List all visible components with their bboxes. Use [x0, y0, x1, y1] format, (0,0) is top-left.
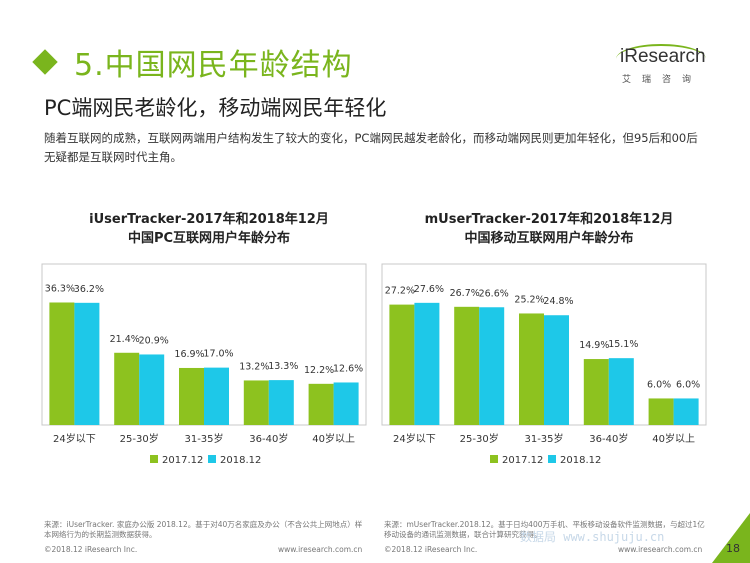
mobile-x-tick-label-4: 40岁以上 [652, 432, 695, 445]
mobile-data-label-2018-12-2: 24.8% [543, 296, 573, 307]
pc-x-tick-label-1: 25-30岁 [120, 432, 159, 445]
website-right: www.iresearch.com.cn [618, 545, 703, 554]
pc-bar-2017-12-3 [243, 380, 269, 425]
chart-title-pc: iUserTracker-2017年和2018年12月 中国PC互联网用户年龄分… [44, 210, 374, 248]
mobile-legend-label-0: 2017.12 [502, 455, 543, 466]
chart-title-mobile: mUserTracker-2017年和2018年12月 中国移动互联网用户年龄分… [384, 210, 714, 248]
pc-age-bar-chart: 36.3%36.2% 24岁以下 21.4%20.9% 25-30岁 16.9%17.0… [41, 263, 367, 466]
mobile-data-label-2017-12-1: 26.7% [450, 288, 480, 299]
mobile-bar-2018-12-4 [673, 398, 699, 425]
mobile-age-bar-chart: 27.2%27.6% 24岁以下 26.7%26.6% 25-30岁 25.2%24.8… [381, 263, 707, 466]
source-note-pc: 来源：iUserTracker. 家庭办公版 2018.12。基于对40万名家庭… [44, 520, 363, 539]
mobile-legend-swatch-1 [548, 455, 556, 463]
mobile-data-label-2017-12-3: 14.9% [579, 340, 609, 351]
pc-bar-2018-12-3 [268, 380, 294, 425]
pc-bar-2017-12-4 [308, 383, 334, 425]
pc-x-tick-label-0: 24岁以下 [53, 432, 96, 445]
logo-subtext: 艾瑞咨询 [622, 75, 703, 85]
mobile-legend-swatch-0 [490, 455, 498, 463]
pc-bar-2018-12-4 [333, 382, 359, 425]
watermark: 数据局 www.shujuju.cn [520, 530, 665, 544]
mobile-bar-2017-12-1 [454, 306, 480, 425]
logo-text: iResearch [620, 46, 706, 67]
iresearch-logo: iResearch 艾瑞咨询 [612, 42, 712, 85]
copyright-right: ©2018.12 iResearch Inc. [384, 545, 478, 554]
mobile-bar-2018-12-1 [479, 307, 505, 425]
page-subtitle: PC端网民老龄化，移动端网民年轻化 [44, 96, 387, 120]
chart-title-pc-line2: 中国PC互联网用户年龄分布 [127, 231, 291, 246]
mobile-x-tick-label-0: 24岁以下 [393, 432, 436, 445]
pc-x-tick-label-3: 36-40岁 [249, 432, 288, 445]
pc-x-tick-label-2: 31-35岁 [184, 432, 223, 445]
mobile-x-tick-label-3: 36-40岁 [589, 432, 628, 445]
mobile-data-label-2018-12-4: 6.0% [676, 379, 700, 390]
mobile-x-tick-label-1: 25-30岁 [460, 432, 499, 445]
source-note-mobile: 来源：mUserTracker.2018.12。基于日均400万手机、平板移动设… [384, 520, 705, 539]
mobile-data-label-2018-12-1: 26.6% [479, 288, 509, 299]
pc-data-label-2017-12-3: 13.2% [239, 361, 269, 372]
mobile-data-label-2017-12-2: 25.2% [514, 294, 544, 305]
pc-data-label-2017-12-2: 16.9% [174, 349, 204, 360]
pc-bar-2017-12-0 [49, 302, 75, 425]
pc-legend-swatch-1 [208, 455, 216, 463]
pc-data-label-2017-12-4: 12.2% [304, 365, 334, 376]
mobile-legend-label-1: 2018.12 [560, 455, 601, 466]
pc-bar-2017-12-1 [114, 352, 140, 425]
pc-data-label-2017-12-0: 36.3% [45, 283, 75, 294]
mobile-bar-2017-12-0 [389, 304, 415, 425]
pc-bar-2018-12-0 [74, 302, 100, 425]
pc-data-label-2018-12-0: 36.2% [74, 284, 104, 295]
copyright-left: ©2018.12 iResearch Inc. [44, 545, 138, 554]
pc-data-label-2018-12-3: 13.3% [268, 361, 298, 372]
mobile-data-label-2018-12-0: 27.6% [414, 284, 444, 295]
page-description: 随着互联网的成熟，互联网两端用户结构发生了较大的变化，PC端网民越发老龄化，而移… [44, 131, 698, 164]
mobile-bar-2017-12-3 [583, 359, 609, 425]
mobile-data-label-2018-12-3: 15.1% [608, 339, 638, 350]
diamond-bullet-icon [32, 49, 58, 75]
slide-title: 5.中国网民年龄结构 [32, 40, 353, 84]
pc-data-label-2018-12-1: 20.9% [139, 335, 169, 346]
mobile-data-label-2017-12-4: 6.0% [647, 379, 671, 390]
pc-data-label-2018-12-2: 17.0% [203, 349, 233, 360]
pc-legend-swatch-0 [150, 455, 158, 463]
pc-legend-label-0: 2017.12 [162, 455, 203, 466]
mobile-bar-2018-12-0 [414, 302, 440, 425]
pc-data-label-2017-12-1: 21.4% [110, 334, 140, 345]
pc-legend-label-1: 2018.12 [220, 455, 261, 466]
logo-arc-icon [616, 44, 706, 74]
pc-bar-2018-12-2 [204, 367, 229, 425]
pc-data-label-2018-12-4: 12.6% [333, 363, 363, 374]
page-number: 18 [726, 542, 740, 555]
pc-bar-2018-12-1 [139, 354, 165, 425]
chart-title-mobile-line2: 中国移动互联网用户年龄分布 [464, 231, 634, 246]
corner-decoration [712, 513, 750, 563]
pc-bar-2017-12-2 [179, 367, 204, 425]
chart-title-mobile-line1: mUserTracker-2017年和2018年12月 [424, 212, 674, 227]
mobile-bar-2017-12-2 [519, 313, 544, 425]
website-left: www.iresearch.com.cn [278, 545, 363, 554]
mobile-x-tick-label-2: 31-35岁 [524, 432, 563, 445]
chart-title-pc-line1: iUserTracker-2017年和2018年12月 [89, 212, 329, 227]
mobile-bar-2018-12-2 [544, 315, 569, 425]
mobile-bar-2018-12-3 [608, 358, 634, 425]
pc-x-tick-label-4: 40岁以上 [312, 432, 355, 445]
page-title: 5.中国网民年龄结构 [74, 48, 353, 83]
mobile-data-label-2017-12-0: 27.2% [385, 286, 415, 297]
mobile-bar-2017-12-4 [648, 398, 674, 425]
